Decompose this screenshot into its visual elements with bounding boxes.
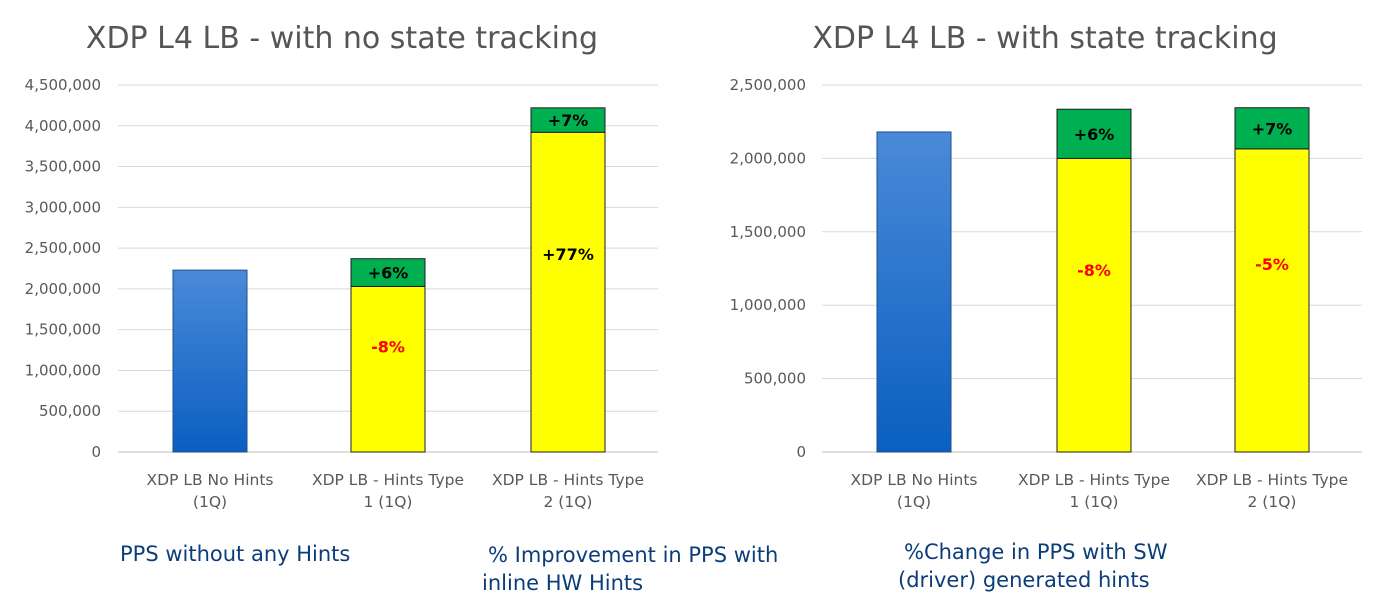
data-label: +6% [368, 264, 409, 283]
y-tick-label: 1,000,000 [730, 296, 806, 314]
x-category-label: (1Q) [193, 493, 227, 511]
legend-blue: PPS without any Hints [120, 540, 350, 568]
y-tick-label: 3,000,000 [25, 198, 101, 216]
data-label: -8% [1077, 261, 1111, 280]
x-category-label: XDP LB - Hints Type [492, 471, 644, 489]
legend-yellow-line-1: %Change in PPS with SW [904, 540, 1168, 564]
data-label: +77% [542, 245, 594, 264]
bar-segment [530, 131, 606, 453]
legend-yellow: %Change in PPS with SW (driver) generate… [898, 538, 1168, 594]
y-tick-label: 3,500,000 [25, 158, 101, 176]
bar-segment [350, 258, 426, 287]
chart-title-left: XDP L4 LB - with no state tracking [86, 21, 598, 56]
y-tick-label: 2,500,000 [25, 239, 101, 257]
bar-segment [1234, 107, 1310, 150]
y-tick-label: 2,000,000 [25, 280, 101, 298]
x-category-label: 2 (1Q) [544, 493, 593, 511]
chart-title-right: XDP L4 LB - with state tracking [812, 21, 1277, 56]
bar-segment [172, 269, 248, 453]
bar-segment [1056, 108, 1132, 159]
x-category-label: XDP LB No Hints [851, 471, 978, 489]
bar-segment [530, 107, 606, 133]
bar-segment [350, 285, 426, 453]
y-tick-label: 1,500,000 [730, 223, 806, 241]
x-category-label: XDP LB - Hints Type [312, 471, 464, 489]
legend-green-line-1: % Improvement in PPS with [488, 543, 779, 567]
y-tick-label: 500,000 [744, 370, 806, 388]
bar-segment [1234, 148, 1310, 453]
x-category-label: 1 (1Q) [1070, 493, 1119, 511]
x-category-label: XDP LB - Hints Type [1196, 471, 1348, 489]
y-tick-label: 2,000,000 [730, 149, 806, 167]
y-tick-label: 1,500,000 [25, 321, 101, 339]
chart-no-state-tracking: XDP L4 LB - with no state tracking 0 500,0… [25, 21, 658, 511]
x-category-label: XDP LB - Hints Type [1018, 471, 1170, 489]
y-tick-label: 4,500,000 [25, 76, 101, 94]
legend-blue-text: PPS without any Hints [120, 542, 351, 566]
bar-segment [1056, 157, 1132, 453]
y-tick-label: 500,000 [39, 402, 101, 420]
y-tick-label: 4,000,000 [25, 117, 101, 135]
data-label: +7% [548, 111, 589, 130]
chart-state-tracking: XDP L4 LB - with state tracking 0 500,000 1… [730, 21, 1362, 511]
y-tick-label: 0 [91, 443, 101, 461]
x-category-label: 2 (1Q) [1248, 493, 1297, 511]
legend-green-line-2: inline HW Hints [482, 571, 644, 595]
data-label: -5% [1255, 255, 1289, 274]
y-tick-label: 1,000,000 [25, 361, 101, 379]
data-label: +6% [1074, 125, 1115, 144]
legend-yellow-line-2: (driver) generated hints [898, 568, 1150, 592]
x-category-label: 1 (1Q) [364, 493, 413, 511]
bar-segment [876, 131, 952, 453]
data-label: -8% [371, 338, 405, 357]
x-category-label: XDP LB No Hints [147, 471, 274, 489]
x-category-label: (1Q) [897, 493, 931, 511]
y-tick-label: 2,500,000 [730, 76, 806, 94]
y-tick-label: 0 [796, 443, 806, 461]
legend-green: % Improvement in PPS with inline HW Hint… [482, 541, 778, 597]
data-label: +7% [1252, 119, 1293, 138]
